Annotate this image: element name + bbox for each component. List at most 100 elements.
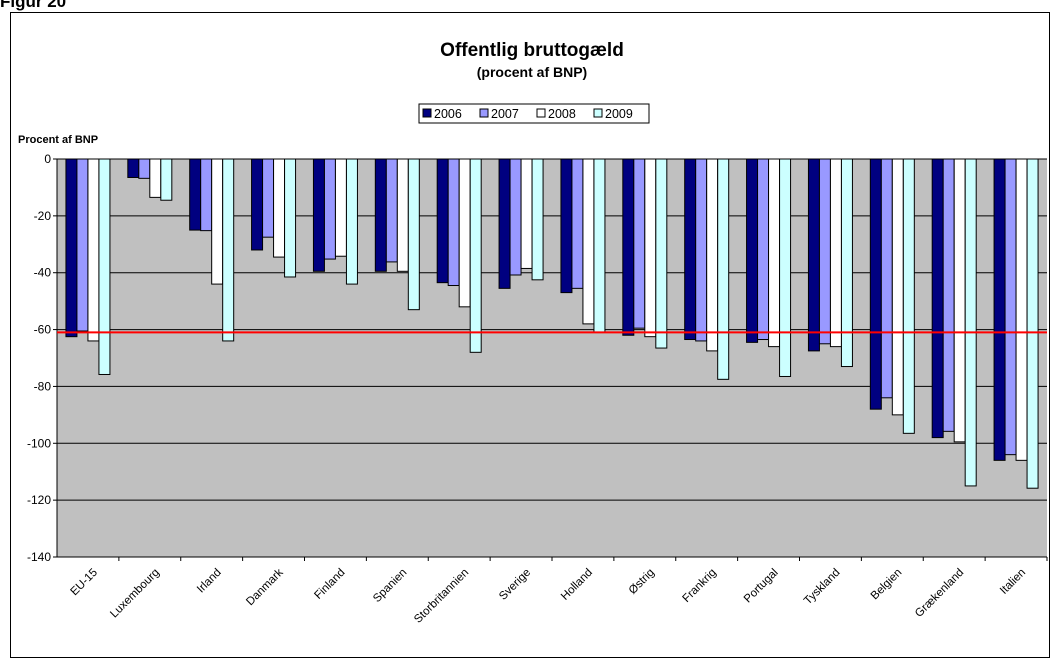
bar-2006-frankrig (684, 158, 697, 341)
bar-2008-storbritannien (458, 158, 471, 308)
bar-2007-sverige (509, 158, 522, 276)
bar-2007-holland (571, 158, 584, 289)
bar-2009-eu-15 (98, 158, 111, 375)
bar-2009-finland (345, 158, 358, 285)
bar-2007-spanien (385, 158, 398, 263)
x-category-label: Frankrig (680, 567, 718, 605)
bar-2008-luxembourg (149, 158, 162, 198)
bar-2008-tyskland (829, 158, 842, 348)
bar-2007-eu-15 (76, 158, 89, 332)
bar-2007-frankrig (695, 158, 708, 342)
bar-2006-belgien (869, 158, 882, 410)
bar-2009-italien (1026, 158, 1039, 489)
bar-2007-grækenland (942, 158, 955, 432)
figure-label: Figur 20 (0, 0, 67, 11)
legend-swatch-2008 (536, 108, 546, 118)
legend-box (418, 103, 650, 124)
bar-2006-danmark (251, 158, 264, 251)
bar-2009-luxembourg (160, 158, 173, 201)
bar-2006-sverige (498, 158, 511, 289)
bar-2006-italien (993, 158, 1006, 461)
y-tick-label: -140 (27, 550, 51, 564)
x-category-label: Sverige (497, 567, 533, 603)
legend-swatch-2007 (479, 108, 489, 118)
x-category-label: Holland (559, 567, 595, 603)
bar-2007-luxembourg (138, 158, 151, 179)
bar-2007-irland (200, 158, 213, 232)
y-tick-label: -60 (34, 323, 52, 337)
y-tick-label: -120 (27, 493, 51, 507)
legend: 2006 2007 2008 2009 (418, 103, 650, 124)
bar-2007-danmark (262, 158, 275, 238)
x-category-label: Portugal (742, 567, 781, 606)
legend-label-2007: 2007 (491, 107, 519, 121)
chart-subtitle: (procent af BNP) (477, 64, 587, 80)
plot-area: 0 -20 -40 -60 -80 -100 -120 -140 EU-15 Luxembourg… (27, 152, 1048, 626)
bar-2008-belgien (891, 158, 904, 416)
legend-label-2009: 2009 (605, 107, 633, 121)
bar-2007-italien (1004, 158, 1017, 456)
x-category-label: Tyskland (802, 567, 843, 608)
bar-2007-finland (323, 158, 336, 260)
legend-label-2006: 2006 (434, 107, 462, 121)
bar-2006-irland (189, 158, 202, 231)
bar-2009-sverige (531, 158, 544, 281)
bar-2008-sverige (520, 158, 533, 269)
bar-2007-belgien (880, 158, 893, 399)
bar-2009-irland (222, 158, 235, 342)
bar-2009-spanien (407, 158, 420, 311)
bar-2006-spanien (374, 158, 387, 272)
x-category-label: Østrig (627, 567, 657, 597)
x-category-label: Italien (998, 567, 1028, 597)
x-category-label: Spanien (371, 567, 409, 605)
bar-2008-holland (582, 158, 595, 325)
legend-label-2008: 2008 (548, 107, 576, 121)
bar-2008-østrig (644, 158, 657, 338)
bar-2008-finland (334, 158, 347, 257)
y-tick-label: 0 (44, 152, 51, 166)
legend-swatch-2006 (422, 108, 432, 118)
bar-2009-danmark (284, 158, 297, 278)
bar-2006-eu-15 (65, 158, 78, 338)
bar-2009-tyskland (840, 158, 853, 368)
x-category-label: Luxembourg (108, 567, 162, 621)
bar-2006-holland (560, 158, 573, 294)
legend-swatch-2009 (593, 108, 603, 118)
bar-2009-belgien (902, 158, 915, 434)
x-category-label: Belgien (869, 567, 905, 603)
x-category-label: Finland (312, 567, 347, 602)
bar-2006-østrig (622, 158, 635, 336)
bar-2008-irland (211, 158, 224, 285)
x-category-label: Irland (195, 567, 224, 596)
bar-2009-østrig (655, 158, 668, 349)
bar-2008-danmark (273, 158, 286, 258)
x-category-label: Storbritannien (412, 567, 471, 626)
y-tick-label: -40 (34, 266, 52, 280)
bar-2009-frankrig (717, 158, 730, 380)
bar-2007-østrig (633, 158, 646, 329)
y-tick-label: -100 (27, 436, 51, 450)
y-tick-label: -80 (34, 379, 52, 393)
bar-2009-storbritannien (469, 158, 482, 353)
x-category-label: Danmark (244, 566, 286, 608)
bar-2008-frankrig (706, 158, 719, 352)
bar-2006-storbritannien (436, 158, 449, 284)
bar-2006-tyskland (807, 158, 820, 352)
x-category-label: EU-15 (69, 567, 101, 599)
bar-2008-spanien (396, 158, 409, 272)
bar-2006-grækenland (931, 158, 944, 439)
bar-2008-grækenland (953, 158, 966, 443)
bar-2006-finland (312, 158, 325, 272)
bar-2009-grækenland (964, 158, 977, 487)
bar-2007-portugal (757, 158, 770, 341)
y-tick-label: -20 (34, 209, 52, 223)
y-axis-label: Procent af BNP (18, 134, 98, 146)
bar-2009-portugal (779, 158, 792, 377)
bar-2006-luxembourg (127, 158, 140, 178)
x-category-label: Grækenland (913, 567, 966, 620)
bar-2008-italien (1015, 158, 1028, 461)
bar-2008-eu-15 (87, 158, 100, 342)
bar-2007-storbritannien (447, 158, 460, 287)
bar-2009-holland (593, 158, 606, 333)
